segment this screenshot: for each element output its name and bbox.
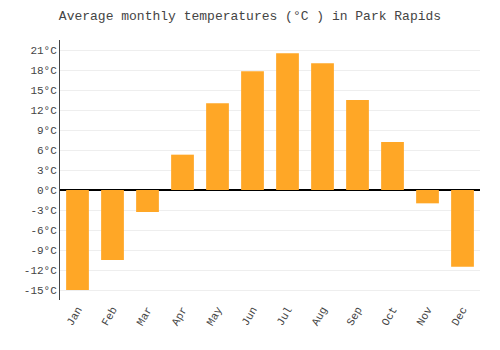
svg-text:Nov: Nov — [415, 304, 435, 327]
svg-text:Jul: Jul — [275, 305, 295, 328]
svg-text:Feb: Feb — [100, 305, 120, 328]
svg-text:-3°C: -3°C — [30, 205, 57, 217]
svg-text:May: May — [205, 304, 225, 327]
svg-text:-9°C: -9°C — [30, 245, 57, 257]
svg-text:21°C: 21°C — [30, 45, 57, 57]
svg-text:Dec: Dec — [450, 305, 470, 328]
svg-text:-12°C: -12°C — [24, 265, 57, 277]
svg-text:-15°C: -15°C — [24, 285, 57, 297]
svg-text:Oct: Oct — [380, 305, 400, 328]
svg-text:Mar: Mar — [135, 305, 155, 328]
svg-text:6°C: 6°C — [37, 145, 57, 157]
svg-text:Apr: Apr — [170, 305, 190, 328]
svg-text:Sep: Sep — [345, 305, 365, 328]
svg-text:Aug: Aug — [310, 305, 330, 328]
svg-text:-6°C: -6°C — [30, 225, 57, 237]
svg-text:3°C: 3°C — [37, 165, 57, 177]
svg-text:9°C: 9°C — [37, 125, 57, 137]
svg-text:15°C: 15°C — [30, 85, 57, 97]
svg-text:18°C: 18°C — [30, 65, 57, 77]
svg-text:12°C: 12°C — [30, 105, 57, 117]
svg-text:Average monthly temperatures (: Average monthly temperatures (°C ) in Pa… — [59, 9, 441, 24]
svg-text:Jan: Jan — [65, 305, 85, 328]
svg-text:Jun: Jun — [240, 305, 260, 328]
svg-text:0°C: 0°C — [37, 185, 57, 197]
